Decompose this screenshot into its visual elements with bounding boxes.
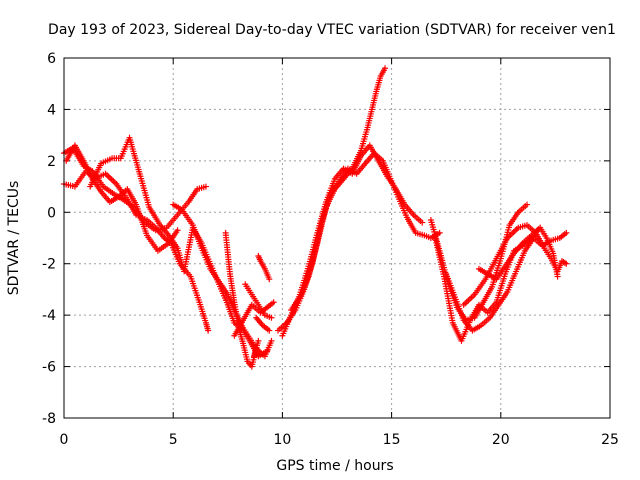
series-sat-i xyxy=(253,314,273,334)
data-point xyxy=(563,260,570,267)
data-point xyxy=(436,229,443,236)
y-tick-label: 6 xyxy=(47,51,56,67)
data-point xyxy=(563,229,570,236)
y-tick-label: 0 xyxy=(47,205,56,221)
data-point xyxy=(202,183,209,190)
data-point xyxy=(270,299,277,306)
series-sat-h xyxy=(242,281,275,321)
data-points xyxy=(61,65,570,370)
data-point xyxy=(268,337,275,344)
data-point xyxy=(382,65,389,72)
y-axis-label: SDTVAR / TECUs xyxy=(6,181,22,296)
series-sat-e xyxy=(170,201,275,360)
series-sat-s xyxy=(475,224,561,283)
series-sat-n xyxy=(288,65,389,313)
y-tick-label: 2 xyxy=(47,154,56,170)
data-point xyxy=(419,219,426,226)
data-point xyxy=(268,314,275,321)
x-tick-label: 20 xyxy=(492,432,510,448)
y-tick-label: -8 xyxy=(42,411,56,427)
series-sat-k xyxy=(255,253,273,283)
y-tick-label: 4 xyxy=(47,102,56,118)
y-tick-label: -2 xyxy=(42,257,56,273)
x-tick-label: 25 xyxy=(601,432,619,448)
plot-frame xyxy=(63,57,611,419)
data-point xyxy=(554,273,561,280)
y-tick-label: -6 xyxy=(42,360,56,376)
x-tick-label: 5 xyxy=(169,432,178,448)
data-point xyxy=(174,227,181,234)
chart-title: Day 193 of 2023, Sidereal Day-to-day VTE… xyxy=(48,22,616,38)
y-tick-label: -4 xyxy=(42,308,56,324)
data-point xyxy=(266,327,273,334)
data-point xyxy=(205,327,212,334)
series-sat-l xyxy=(275,150,443,334)
series-sat-b xyxy=(63,142,181,254)
x-tick-label: 0 xyxy=(60,432,69,448)
data-point xyxy=(524,201,531,208)
data-point xyxy=(255,337,262,344)
series-sat-j xyxy=(251,337,262,360)
x-tick-label: 10 xyxy=(273,432,291,448)
x-axis-label: GPS time / hours xyxy=(276,458,393,474)
data-point xyxy=(266,276,273,283)
series-sat-q xyxy=(443,229,570,334)
axis-ticks: 0 5 10 15 20 25 -8 -6 -4 -2 0 2 4 6 xyxy=(42,51,619,448)
x-tick-label: 15 xyxy=(383,432,401,448)
